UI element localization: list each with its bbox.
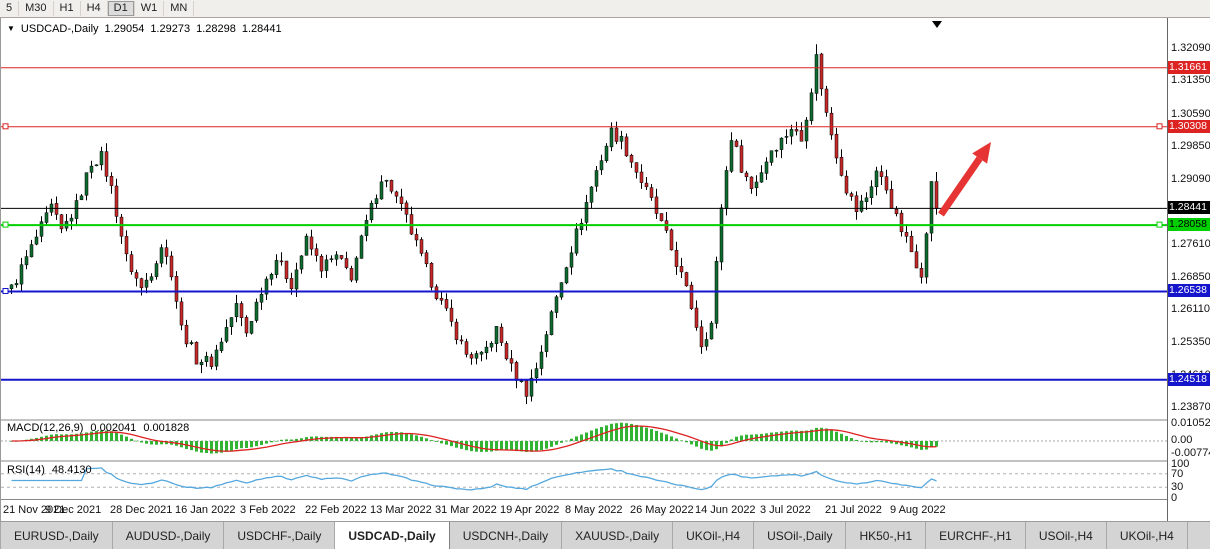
price-chart-canvas[interactable] (1, 18, 1167, 499)
price-level-badge: 1.28058 (1168, 218, 1210, 232)
price-axis-label: 1.31350 (1171, 74, 1210, 87)
price-level-badge: 1.24518 (1168, 372, 1210, 386)
time-axis-label: 28 Dec 2021 (110, 504, 173, 516)
timeframe-button[interactable]: MN (164, 1, 195, 16)
time-axis-label: 19 Apr 2022 (500, 504, 560, 516)
rsi-axis-label: 70 (1171, 467, 1184, 480)
macd-value-signal: 0.001828 (143, 422, 190, 434)
chart-frame: ▼ USDCAD-,Daily 1.29054 1.29273 1.28298 … (0, 18, 1210, 521)
ohlc-high: 1.29273 (150, 23, 191, 35)
chart-tab[interactable]: EURUSD-,Daily (0, 522, 113, 549)
rsi-name: RSI(14) (7, 464, 45, 476)
chart-tab[interactable]: UKOil-,H4 (1106, 522, 1188, 549)
rsi-line (11, 467, 937, 491)
macd-axis-label: 0.00 (1171, 434, 1193, 446)
time-axis-label: 8 May 2022 (565, 504, 623, 516)
candles-layer (9, 44, 939, 405)
time-axis-label: 22 Feb 2022 (305, 504, 367, 516)
symbol-label: USDCAD-,Daily (20, 23, 99, 35)
price-level-badge: 1.31661 (1168, 60, 1210, 74)
symbol-icon: ▼ (7, 24, 15, 33)
chart-tab[interactable]: USDCNH-,Daily (449, 522, 563, 549)
time-axis-label: 13 Mar 2022 (370, 504, 432, 516)
timeframe-button[interactable]: 5 (0, 1, 20, 16)
price-axis-label: 1.27610 (1171, 237, 1210, 250)
shift-end-marker[interactable] (932, 21, 942, 28)
time-axis-label: 31 Mar 2022 (435, 504, 497, 516)
time-axis-label: 21 Jul 2022 (825, 504, 882, 516)
time-axis-label: 9 Dec 2021 (45, 504, 102, 516)
price-axis-label: 1.29850 (1171, 139, 1210, 152)
timeframe-button[interactable]: M30 (19, 1, 54, 16)
chart-tab[interactable]: HK50-,H1 (846, 522, 927, 549)
price-axis[interactable]: 1.320901.313501.305901.298501.290901.283… (1167, 18, 1210, 521)
price-level-badge: 1.28441 (1168, 201, 1210, 215)
price-axis-label: 1.26850 (1171, 270, 1210, 283)
chart-tab[interactable]: USDCAD-,Daily (335, 522, 450, 549)
timeframe-button[interactable]: H1 (54, 1, 81, 16)
price-axis-label: 1.26110 (1171, 303, 1210, 316)
rsi-axis-label: 0 (1171, 491, 1178, 504)
ohlc-low: 1.28298 (196, 23, 236, 35)
macd-signal-line (11, 425, 937, 452)
time-axis-label: 14 Jun 2022 (695, 504, 756, 516)
chart-tab[interactable]: USOil-,Daily (754, 522, 847, 549)
timeframe-button[interactable]: D1 (107, 1, 135, 16)
chart-title: ▼ USDCAD-,Daily 1.29054 1.29273 1.28298 … (7, 23, 282, 35)
chart-tab[interactable]: UKOil-,H4 (673, 522, 755, 549)
timeframe-button[interactable]: W1 (135, 1, 165, 16)
time-axis-label: 21 Nov 2021 (3, 504, 66, 516)
macd-value-main: 0.002041 (90, 422, 137, 434)
trend-arrow-annotation[interactable] (938, 142, 991, 217)
macd-axis-label: -0.00774 (1171, 446, 1210, 459)
price-axis-label: 1.32090 (1171, 42, 1210, 54)
rsi-axis-label: 30 (1171, 481, 1184, 494)
time-axis-label: 9 Aug 2022 (890, 504, 946, 516)
timeframe-toolbar: 5 M30 H1 H4 D1 W1 MN (0, 0, 1210, 18)
ohlc-open: 1.29054 (104, 23, 145, 35)
macd-layer (1, 422, 1167, 454)
rsi-layer (1, 467, 1167, 491)
macd-indicator-label: MACD(12,26,9) 0.002041 0.001828 (7, 422, 189, 434)
rsi-axis-label: 100 (1171, 457, 1190, 470)
time-axis-label: 3 Feb 2022 (240, 504, 296, 516)
horizontal-levels-layer[interactable] (1, 67, 1167, 381)
chart-tab[interactable]: USOil-,H4 (1025, 522, 1107, 549)
price-level-badge: 1.30308 (1168, 119, 1210, 133)
macd-name: MACD(12,26,9) (7, 422, 84, 434)
chart-tab[interactable]: XAUUSD-,Daily (562, 522, 674, 549)
chart-tab[interactable]: USDCHF-,Daily (224, 522, 336, 549)
price-axis-label: 1.30590 (1171, 107, 1210, 120)
price-axis-label: 1.29090 (1171, 173, 1210, 186)
time-axis-label: 26 May 2022 (630, 504, 694, 516)
rsi-value: 48.4130 (51, 464, 92, 476)
time-axis[interactable]: 21 Nov 2021 9 Dec 2021 28 Dec 2021 16 Jan 2… (1, 499, 1167, 521)
chart-tab[interactable]: EURCHF-,H1 (926, 522, 1026, 549)
timeframe-button[interactable]: H4 (81, 1, 108, 16)
chart-tab[interactable]: AUDUSD-,Daily (112, 522, 225, 549)
price-axis-label: 1.25350 (1171, 336, 1210, 349)
time-axis-label: 16 Jan 2022 (175, 504, 236, 516)
ohlc-close: 1.28441 (241, 23, 282, 35)
price-level-badge: 1.26538 (1168, 284, 1210, 298)
rsi-indicator-label: RSI(14) 48.4130 (7, 464, 92, 476)
price-axis-label: 1.23870 (1171, 400, 1210, 413)
chart-tab-bar: EURUSD-,Daily AUDUSD-,Daily USDCHF-,Daily U… (0, 521, 1210, 549)
time-axis-label: 3 Jul 2022 (760, 504, 811, 516)
macd-axis-label: 0.01052 (1171, 416, 1210, 429)
